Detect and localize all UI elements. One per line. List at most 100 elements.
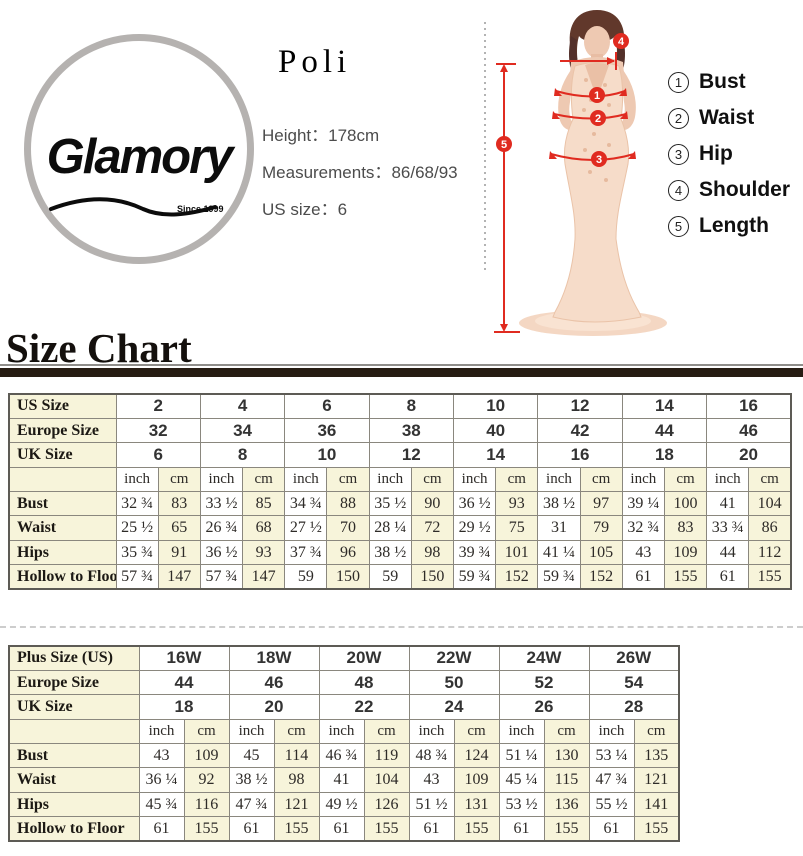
unit-inch: inch [621,466,665,493]
size-header-row: Plus Size (US) 16W 18W 20W 22W 24W 26W [8,645,680,671]
value-cm: 115 [543,767,590,793]
value-inch: 47 ¾ [228,791,275,818]
value-inch: 37 ¾ [284,539,328,566]
row-label: Hollow to Floor [8,816,140,842]
legend-item-bust: 1 Bust [668,64,790,100]
value-cm: 136 [543,791,590,818]
legend-item-hip: 3 Hip [668,136,790,172]
product-us-size: US size：6 [262,195,347,220]
size-value: 16 [537,442,623,468]
value-cm: 119 [363,743,410,769]
row-label: Waist [8,767,140,793]
size-value: 32 [115,417,201,444]
value-cm: 116 [183,791,230,818]
unit-cm: cm [410,466,455,493]
value-cm: 155 [543,816,590,842]
size-value: 20 [228,694,320,720]
size-value: 22W [408,645,500,671]
value-inch: 38 ½ [368,539,412,566]
value-inch: 53 ¼ [588,743,635,769]
value-cm: 109 [663,539,708,566]
value-inch: 51 ½ [408,791,455,818]
value-inch: 61 [138,816,185,842]
value-inch: 44 [706,539,750,566]
unit-inch: inch [318,718,365,745]
size-value: 52 [498,669,590,696]
value-inch: 41 ¼ [537,539,581,566]
value-inch: 59 [368,564,412,590]
value-cm: 155 [748,564,792,590]
us-size-label: US size： [262,200,338,219]
value-cm: 131 [453,791,500,818]
legend-label: Hip [699,142,733,165]
value-cm: 155 [183,816,230,842]
value-inch: 59 ¾ [452,564,497,590]
shoulder-badge-num: 4 [618,36,625,48]
size-value: 50 [408,669,500,696]
value-cm: 88 [326,491,370,517]
row-label: Hollow to Floor [8,564,117,590]
logo-wave-icon [49,197,217,217]
measurement-legend: 1 Bust 2 Waist 3 Hip 4 Shoulder 5 Length [668,64,790,244]
value-cm: 152 [495,564,539,590]
value-cm: 90 [410,491,455,517]
value-inch: 46 ¾ [318,743,365,769]
unit-cm: cm [326,466,370,493]
model-hair [569,10,625,80]
measurement-row: Hollow to Floor 57 ¾ 147 57 ¾ 147 59 150 59 150 5… [8,564,792,590]
bust-arrow-left [554,88,562,96]
size-chart-title: Size Chart [6,325,192,371]
measurement-row: Hollow to Floor 61 155 61 155 61 155 61 155 61 155… [8,816,680,842]
value-cm: 126 [363,791,410,818]
value-cm: 70 [326,515,370,541]
unit-inch: inch [284,466,328,493]
legend-item-length: 5 Length [668,208,790,244]
legend-item-waist: 2 Waist [668,100,790,136]
model-dress [552,62,642,323]
value-inch: 34 ¾ [284,491,328,517]
hip-arrow-right [628,151,636,159]
value-inch: 55 ½ [588,791,635,818]
size-value: 46 [706,417,792,444]
value-inch: 45 [228,743,275,769]
plus-size-table: Plus Size (US) 16W 18W 20W 22W 24W 26W Europe S… [8,645,680,843]
value-cm: 155 [273,816,320,842]
brand-since-text: Since 1999 [177,204,224,214]
size-value: 24 [408,694,500,720]
size-value: 26 [498,694,590,720]
value-inch: 61 [498,816,545,842]
value-cm: 121 [633,767,680,793]
unit-cm: cm [453,718,500,745]
row-label: Bust [8,491,117,517]
value-inch: 36 ¼ [138,767,185,793]
legend-label: Length [699,214,769,237]
value-inch: 61 [408,816,455,842]
hip-arrow-left [549,151,557,159]
value-inch: 43 [138,743,185,769]
value-cm: 93 [495,491,539,517]
value-inch: 32 ¾ [115,491,159,517]
measurement-row: Waist 25 ½ 65 26 ¾ 68 27 ½ 70 28 ¼ 72 29 ½ 75 31 79 3… [8,515,792,541]
model-face [584,26,610,58]
value-inch: 61 [228,816,275,842]
product-measurements: Measurements：86/68/93 [262,158,458,183]
size-value: 18 [138,694,230,720]
model-measurement-diagram: 1 2 3 4 5 [458,4,676,343]
measurement-row: Bust 32 ¾ 83 33 ½ 85 34 ¾ 88 35 ½ 90 36 ½ 93 38 ½ 97… [8,491,792,517]
product-name: Poli [278,44,352,80]
measurements-value: 86/68/93 [391,163,458,182]
brand-logo: Glamory Since 1999 [24,34,254,264]
size-value: 8 [199,442,286,468]
row-label [8,718,140,745]
circled-number-icon: 5 [668,215,689,237]
size-value: 10 [452,393,539,419]
unit-inch: inch [588,718,635,745]
row-label: Hips [8,539,117,566]
value-inch: 35 ¾ [115,539,159,566]
unit-inch: inch [537,466,581,493]
unit-cm: cm [579,466,623,493]
size-value: 20 [706,442,792,468]
value-cm: 155 [363,816,410,842]
size-header-row: UK Size 18 20 22 24 26 28 [8,694,680,720]
value-inch: 27 ½ [284,515,328,541]
